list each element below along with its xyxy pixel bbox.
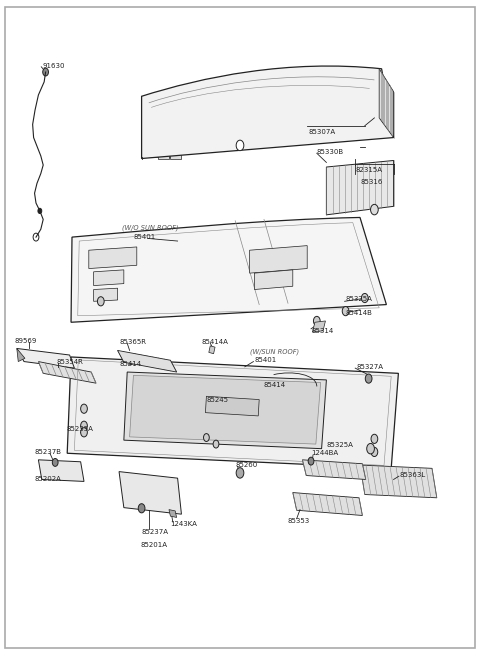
Polygon shape xyxy=(118,350,177,372)
Text: 85401: 85401 xyxy=(254,357,276,364)
Polygon shape xyxy=(293,493,362,515)
Text: 85354R: 85354R xyxy=(57,358,84,365)
Text: 85260: 85260 xyxy=(235,462,257,468)
Circle shape xyxy=(367,443,374,454)
Circle shape xyxy=(81,404,87,413)
Circle shape xyxy=(236,140,244,151)
Polygon shape xyxy=(38,362,96,383)
Polygon shape xyxy=(38,460,84,481)
Polygon shape xyxy=(169,510,177,517)
Text: 85414: 85414 xyxy=(119,361,141,367)
Polygon shape xyxy=(17,348,74,368)
Text: 85363L: 85363L xyxy=(400,472,426,478)
Text: 85237B: 85237B xyxy=(35,449,61,455)
Polygon shape xyxy=(312,321,325,332)
Text: (W/O SUN ROOF): (W/O SUN ROOF) xyxy=(122,225,179,231)
Circle shape xyxy=(342,307,349,316)
Text: (W/SUN ROOF): (W/SUN ROOF) xyxy=(250,348,299,355)
Text: 85365R: 85365R xyxy=(119,339,146,345)
Text: 82315A: 82315A xyxy=(355,167,382,174)
PathPatch shape xyxy=(142,66,394,159)
Text: 1243KA: 1243KA xyxy=(170,521,197,527)
Text: 85330B: 85330B xyxy=(317,149,344,155)
Polygon shape xyxy=(119,472,181,514)
Polygon shape xyxy=(209,346,215,354)
Circle shape xyxy=(81,428,87,437)
Circle shape xyxy=(371,204,378,215)
Text: 85325A: 85325A xyxy=(326,442,353,449)
Polygon shape xyxy=(170,152,181,159)
Text: 1244BA: 1244BA xyxy=(311,450,338,457)
Polygon shape xyxy=(302,460,366,479)
Polygon shape xyxy=(124,372,326,449)
Circle shape xyxy=(371,434,378,443)
Polygon shape xyxy=(130,375,321,444)
Text: 85237A: 85237A xyxy=(142,529,168,535)
Text: 85235A: 85235A xyxy=(66,426,93,432)
Polygon shape xyxy=(360,465,437,498)
Text: 85201A: 85201A xyxy=(140,542,167,548)
Polygon shape xyxy=(158,152,169,159)
Text: 89569: 89569 xyxy=(14,337,37,344)
Circle shape xyxy=(313,316,320,326)
Circle shape xyxy=(308,457,314,465)
Circle shape xyxy=(204,434,209,441)
Circle shape xyxy=(81,421,87,430)
Polygon shape xyxy=(254,270,293,290)
Circle shape xyxy=(52,458,58,466)
Polygon shape xyxy=(379,69,394,138)
Circle shape xyxy=(361,293,368,303)
Polygon shape xyxy=(67,357,398,468)
Circle shape xyxy=(371,447,378,457)
Text: 85325A: 85325A xyxy=(346,296,372,303)
Circle shape xyxy=(236,468,244,478)
Text: 85414: 85414 xyxy=(263,382,285,388)
Polygon shape xyxy=(326,160,394,215)
Polygon shape xyxy=(89,247,137,269)
Text: 85202A: 85202A xyxy=(35,476,61,483)
Text: 85327A: 85327A xyxy=(356,364,383,370)
Polygon shape xyxy=(142,147,178,157)
Text: 85314: 85314 xyxy=(312,328,334,334)
Circle shape xyxy=(97,297,104,306)
Text: 85245: 85245 xyxy=(206,396,228,403)
Circle shape xyxy=(213,440,219,448)
Text: 85414B: 85414B xyxy=(346,310,372,316)
Text: 85353: 85353 xyxy=(288,517,310,524)
Polygon shape xyxy=(17,348,25,362)
Circle shape xyxy=(33,233,39,241)
PathPatch shape xyxy=(71,217,386,322)
Text: 91630: 91630 xyxy=(42,62,65,69)
Text: 85401: 85401 xyxy=(133,234,156,240)
Polygon shape xyxy=(94,288,118,301)
Circle shape xyxy=(38,208,42,214)
Text: 85307A: 85307A xyxy=(308,129,336,136)
Polygon shape xyxy=(205,396,259,416)
Text: 85414A: 85414A xyxy=(202,339,228,345)
Circle shape xyxy=(138,504,145,513)
Polygon shape xyxy=(94,270,124,286)
Circle shape xyxy=(365,374,372,383)
Polygon shape xyxy=(250,246,307,273)
Text: 85316: 85316 xyxy=(361,179,384,185)
Circle shape xyxy=(43,68,48,76)
